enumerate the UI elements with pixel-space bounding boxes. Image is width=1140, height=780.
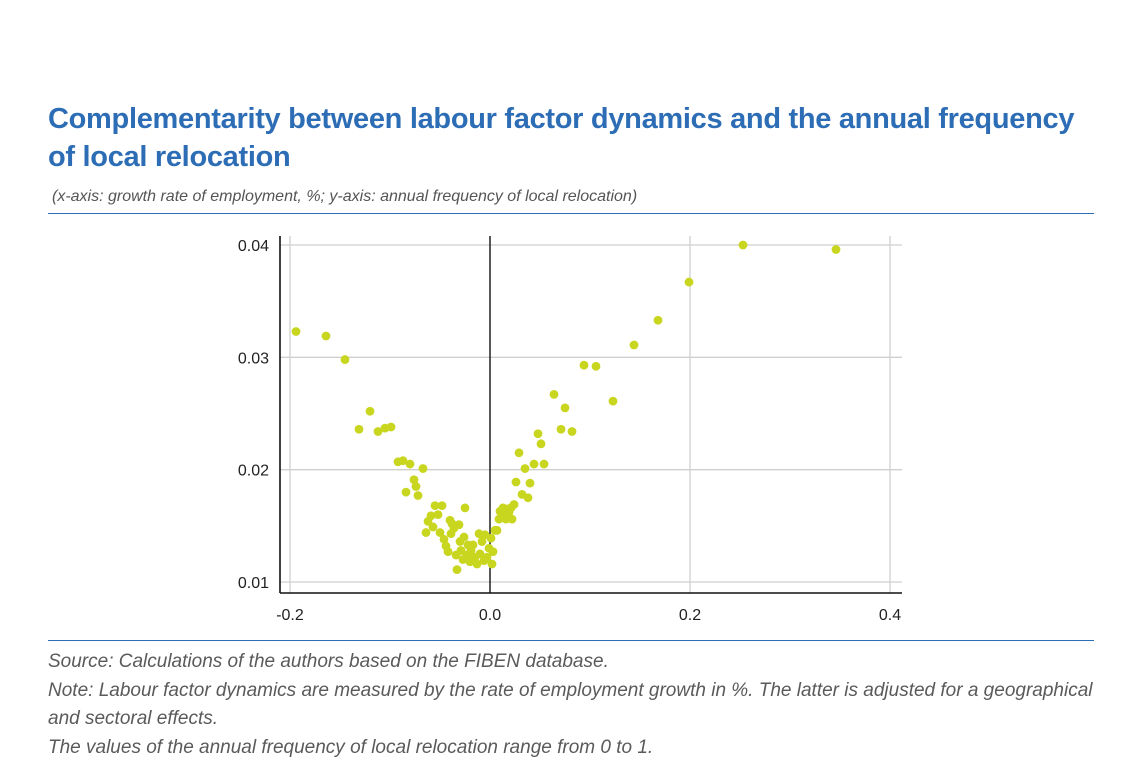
axes: [279, 236, 902, 594]
data-point: [430, 501, 440, 511]
data-point: [549, 390, 559, 399]
data-point: [452, 565, 462, 575]
source-note: Source: Calculations of the authors base…: [48, 651, 609, 672]
data-point: [459, 532, 469, 542]
data-point: [437, 501, 447, 511]
data-point: [413, 491, 423, 500]
data-point: [492, 525, 502, 535]
chart-title: Complementarity between labour factor dy…: [48, 103, 1075, 173]
data-point: [475, 549, 485, 559]
data-point: [409, 475, 419, 485]
footer-notes: Source: Calculations of the authors base…: [48, 648, 1108, 762]
x-tick-label: 0.4: [879, 607, 901, 624]
data-point: [433, 510, 443, 519]
grid-lines: [280, 236, 902, 593]
data-point: [831, 245, 841, 254]
data-point: [426, 511, 436, 521]
y-tick-label: 0.03: [238, 350, 269, 367]
bottom-divider: [48, 640, 1094, 641]
data-point: [443, 547, 453, 557]
data-point: [509, 500, 519, 509]
x-tick-label: 0.2: [679, 607, 701, 624]
data-point: [468, 540, 478, 550]
data-points: [291, 240, 841, 575]
data-point: [418, 464, 428, 473]
data-point: [487, 559, 497, 569]
tick-labels: 0.04 0.03 0.02 0.01 -0.2 0.0 0.2 0.4: [238, 238, 901, 624]
data-point: [488, 547, 498, 557]
data-point: [460, 503, 470, 513]
data-point: [507, 514, 517, 524]
data-point: [439, 534, 449, 544]
range-note: The values of the annual frequency of lo…: [48, 736, 654, 758]
data-point: [579, 360, 589, 370]
data-point: [520, 464, 530, 473]
x-tick-label: -0.2: [276, 607, 304, 624]
x-tick-label: 0.0: [479, 607, 501, 624]
data-point: [354, 424, 364, 434]
methodology-note: Note: Labour factor dynamics are measure…: [48, 679, 1093, 730]
data-point: [486, 533, 496, 543]
data-point: [411, 482, 421, 491]
data-point: [653, 315, 663, 325]
data-point: [629, 340, 639, 350]
data-point: [523, 493, 533, 503]
data-point: [472, 559, 482, 569]
data-point: [533, 429, 543, 439]
top-divider: [48, 213, 1094, 214]
y-tick-label: 0.02: [238, 463, 269, 480]
data-point: [398, 456, 408, 466]
y-tick-label: 0.01: [238, 575, 269, 592]
data-point: [291, 327, 301, 336]
data-point: [591, 361, 601, 371]
data-point: [567, 427, 577, 436]
data-point: [536, 439, 546, 449]
data-point: [421, 528, 431, 537]
data-point: [738, 240, 748, 250]
data-point: [405, 459, 415, 469]
data-point: [511, 477, 521, 487]
data-point: [525, 478, 535, 488]
scatter-chart: 0.04 0.03 0.02 0.01 -0.2 0.0 0.2 0.4: [238, 236, 902, 624]
data-point: [386, 422, 396, 432]
chart-subtitle: (x-axis: growth rate of employment, %; y…: [52, 188, 638, 205]
data-point: [435, 528, 445, 537]
data-point: [482, 552, 492, 562]
data-point: [454, 520, 464, 530]
data-point: [514, 448, 524, 458]
data-point: [428, 522, 438, 532]
data-point: [456, 546, 466, 555]
data-point: [556, 424, 566, 434]
data-point: [401, 487, 411, 497]
data-point: [684, 277, 694, 287]
data-point: [539, 459, 549, 469]
data-point: [321, 331, 331, 341]
data-point: [365, 406, 375, 416]
data-point: [560, 403, 570, 413]
data-point: [340, 355, 350, 364]
y-tick-label: 0.04: [238, 238, 269, 255]
data-point: [373, 427, 383, 436]
data-point: [529, 459, 539, 469]
data-point: [477, 537, 487, 546]
data-point: [608, 396, 618, 406]
